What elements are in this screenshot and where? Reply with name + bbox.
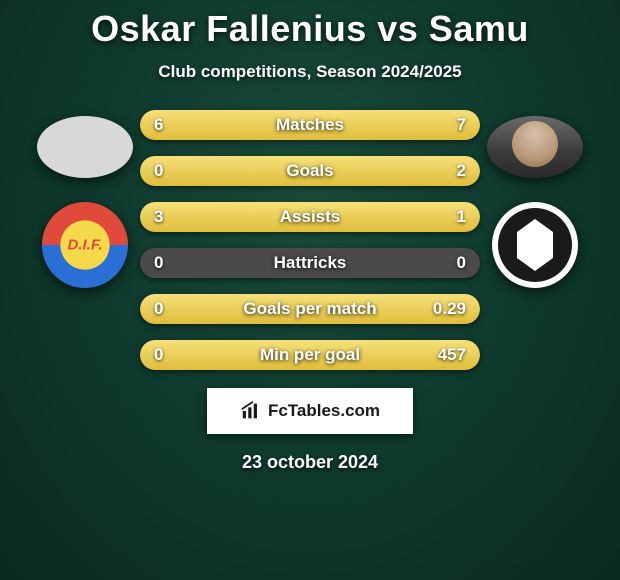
stat-left-value: 6 (154, 115, 163, 135)
stat-bar: 0 Min per goal 457 (140, 340, 480, 370)
player1-column (30, 110, 140, 288)
brand-badge: FcTables.com (207, 388, 413, 434)
stat-right-value: 2 (457, 161, 466, 181)
stat-right-value: 457 (438, 345, 466, 365)
stats-bars: 6 Matches 7 0 Goals 2 3 Assists 1 0 Hatt… (140, 110, 480, 370)
player1-photo (37, 116, 133, 178)
stat-bar: 0 Hattricks 0 (140, 248, 480, 278)
stat-right-value: 0 (457, 253, 466, 273)
stat-left-value: 0 (154, 345, 163, 365)
page-title: Oskar Fallenius vs Samu (0, 0, 620, 50)
stat-bar: 0 Goals per match 0.29 (140, 294, 480, 324)
stat-label: Matches (276, 115, 344, 135)
stat-label: Assists (280, 207, 340, 227)
stat-left-value: 0 (154, 161, 163, 181)
player2-photo (487, 116, 583, 178)
stat-bar: 0 Goals 2 (140, 156, 480, 186)
player2-column (480, 110, 590, 288)
stat-right-value: 0.29 (433, 299, 466, 319)
stat-left-value: 0 (154, 253, 163, 273)
comparison-content: 6 Matches 7 0 Goals 2 3 Assists 1 0 Hatt… (0, 110, 620, 370)
stat-right-value: 7 (457, 115, 466, 135)
stat-label: Min per goal (260, 345, 360, 365)
stat-right-value: 1 (457, 207, 466, 227)
stat-label: Goals per match (243, 299, 376, 319)
chart-icon (240, 400, 262, 422)
player1-club-logo (42, 202, 128, 288)
stat-bar-fill-right (395, 202, 480, 232)
subtitle: Club competitions, Season 2024/2025 (0, 62, 620, 82)
brand-text: FcTables.com (268, 401, 380, 421)
stat-label: Goals (286, 161, 333, 181)
date-text: 23 october 2024 (0, 452, 620, 473)
stat-label: Hattricks (274, 253, 347, 273)
stat-left-value: 3 (154, 207, 163, 227)
stat-bar: 3 Assists 1 (140, 202, 480, 232)
player2-club-logo (492, 202, 578, 288)
stat-bar-fill-left (140, 202, 395, 232)
stat-left-value: 0 (154, 299, 163, 319)
stat-bar: 6 Matches 7 (140, 110, 480, 140)
